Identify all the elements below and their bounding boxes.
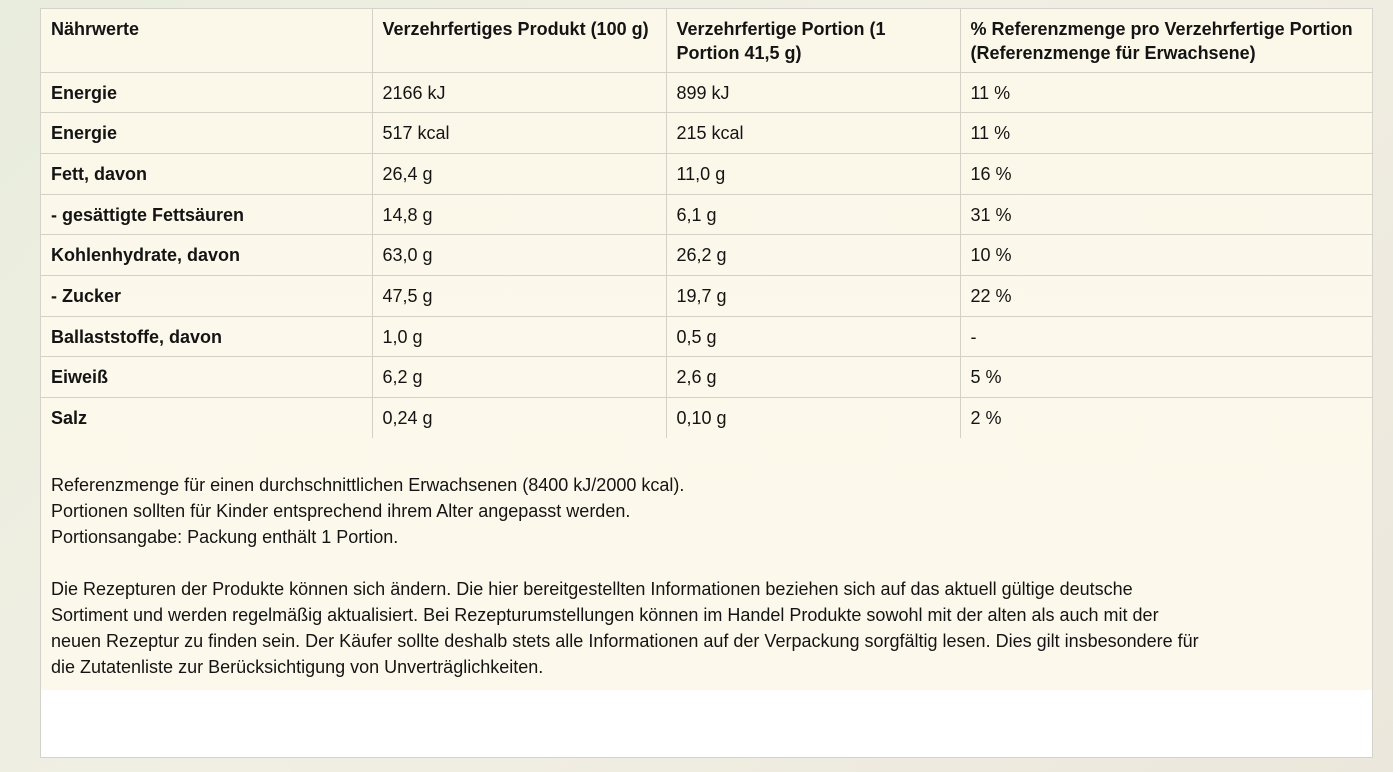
value-per-portion: 0,5 g <box>665 315 961 358</box>
notes-section: Referenzmenge für einen durchschnittlich… <box>51 472 1361 680</box>
header-naehrwerte: Nährwerte <box>41 9 373 73</box>
table-row: - gesättigte Fettsäuren 14,8 g 6,1 g 31 … <box>41 193 1372 236</box>
nutrient-label: - Zucker <box>41 274 373 317</box>
children-portion-note: Portionen sollten für Kinder entsprechen… <box>51 501 631 521</box>
header-per-100g: Verzehrfertiges Produkt (100 g) <box>371 9 667 73</box>
value-per-100g: 0,24 g <box>371 397 667 439</box>
disclaimer-line: neuen Rezeptur zu finden sein. Der Käufe… <box>51 631 1199 651</box>
table-row: - Zucker 47,5 g 19,7 g 22 % <box>41 274 1372 317</box>
value-reference-percent: 11 % <box>959 112 1372 154</box>
value-per-100g: 14,8 g <box>371 193 667 236</box>
value-per-portion: 215 kcal <box>665 112 961 154</box>
value-reference-percent: 31 % <box>959 193 1372 236</box>
value-reference-percent: 2 % <box>959 397 1372 439</box>
value-per-portion: 19,7 g <box>665 274 961 317</box>
disclaimer-line: Sortiment und werden regelmäßig aktualis… <box>51 605 1159 625</box>
value-per-portion: 0,10 g <box>665 397 961 439</box>
value-per-portion: 11,0 g <box>665 152 961 195</box>
value-per-portion: 26,2 g <box>665 234 961 276</box>
table-row: Eiweiß 6,2 g 2,6 g 5 % <box>41 356 1372 398</box>
table-row: Energie 517 kcal 215 kcal 11 % <box>41 112 1372 154</box>
table-row: Energie 2166 kJ 899 kJ 11 % <box>41 71 1372 114</box>
disclaimer-line: die Zutatenliste zur Berücksichtigung vo… <box>51 657 544 677</box>
value-reference-percent: - <box>959 315 1372 358</box>
reference-note: Referenzmenge für einen durchschnittlich… <box>51 475 685 495</box>
value-per-100g: 47,5 g <box>371 274 667 317</box>
nutrition-table: Nährwerte Verzehrfertiges Produkt (100 g… <box>41 9 1372 439</box>
nutrient-label: Ballaststoffe, davon <box>41 315 373 358</box>
paragraph-spacer <box>51 550 1361 576</box>
table-row: Kohlenhydrate, davon 63,0 g 26,2 g 10 % <box>41 234 1372 276</box>
table-row: Fett, davon 26,4 g 11,0 g 16 % <box>41 152 1372 195</box>
nutrition-panel: Nährwerte Verzehrfertiges Produkt (100 g… <box>40 8 1373 758</box>
table-header-row: Nährwerte Verzehrfertiges Produkt (100 g… <box>41 9 1372 73</box>
disclaimer-line: Die Rezepturen der Produkte können sich … <box>51 579 1133 599</box>
value-per-100g: 517 kcal <box>371 112 667 154</box>
value-reference-percent: 16 % <box>959 152 1372 195</box>
value-per-portion: 2,6 g <box>665 356 961 398</box>
value-per-100g: 26,4 g <box>371 152 667 195</box>
value-per-100g: 2166 kJ <box>371 71 667 114</box>
value-reference-percent: 22 % <box>959 274 1372 317</box>
portion-info-note: Portionsangabe: Packung enthält 1 Portio… <box>51 527 399 547</box>
value-per-100g: 6,2 g <box>371 356 667 398</box>
value-per-100g: 63,0 g <box>371 234 667 276</box>
value-per-portion: 6,1 g <box>665 193 961 236</box>
header-per-portion: Verzehrfertige Portion (1 Portion 41,5 g… <box>665 9 961 73</box>
value-per-100g: 1,0 g <box>371 315 667 358</box>
nutrient-label: Fett, davon <box>41 152 373 195</box>
value-reference-percent: 10 % <box>959 234 1372 276</box>
nutrient-label: Kohlenhydrate, davon <box>41 234 373 276</box>
nutrient-label: Eiweiß <box>41 356 373 398</box>
nutrient-label: - gesättigte Fettsäuren <box>41 193 373 236</box>
value-reference-percent: 5 % <box>959 356 1372 398</box>
table-row: Salz 0,24 g 0,10 g 2 % <box>41 397 1372 439</box>
header-reference-percent: % Referenzmenge pro Verzehrfertige Porti… <box>959 9 1372 73</box>
value-reference-percent: 11 % <box>959 71 1372 114</box>
table-row: Ballaststoffe, davon 1,0 g 0,5 g - <box>41 315 1372 358</box>
nutrient-label: Energie <box>41 71 373 114</box>
value-per-portion: 899 kJ <box>665 71 961 114</box>
nutrient-label: Energie <box>41 112 373 154</box>
nutrient-label: Salz <box>41 397 373 439</box>
